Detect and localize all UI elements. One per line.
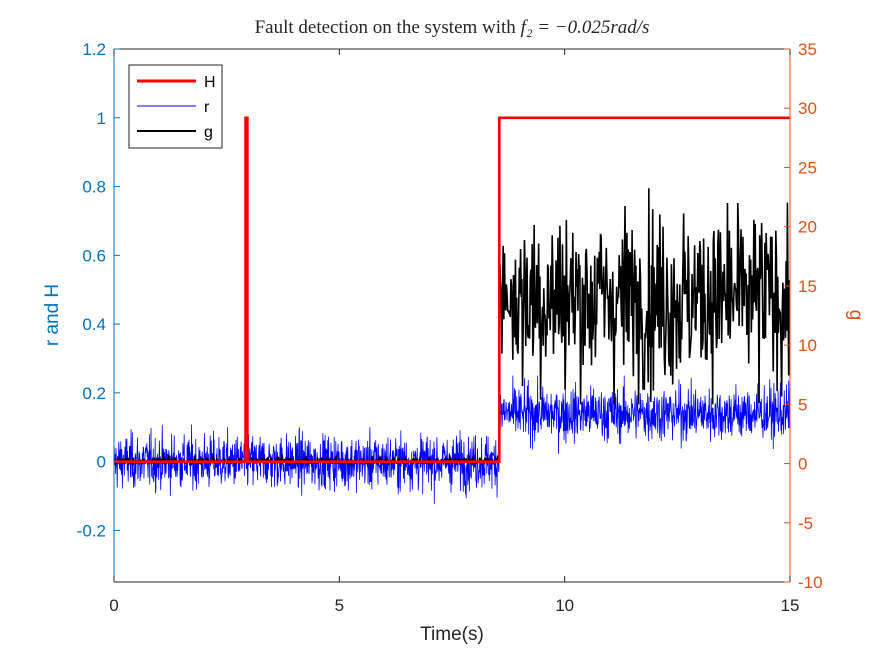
legend: H r g	[128, 64, 223, 149]
legend-label-g: g	[204, 124, 213, 141]
x-axis-label: Time(s)	[420, 624, 484, 645]
series-h-line	[114, 116, 790, 463]
chart-title-math: f₂ = −0.025rad/s	[521, 17, 650, 38]
series-r	[113, 375, 791, 505]
left-y-tick-label: 0.4	[82, 315, 106, 334]
right-y-tick-label: 15	[798, 277, 817, 296]
left-y-tick-label: 1	[97, 109, 106, 128]
right-y-tick-label: -10	[798, 573, 823, 592]
left-y-tick-label: 0.2	[82, 384, 106, 403]
left-axis-label: r and H	[42, 284, 63, 346]
legend-label-r: r	[204, 99, 210, 116]
x-tick-label: 5	[335, 596, 344, 615]
right-y-tick-label: 25	[798, 158, 817, 177]
left-y-tick-label: 1.2	[82, 40, 106, 59]
right-axis-label: g	[845, 310, 866, 321]
chart-title-text: Fault detection on the system with	[255, 17, 521, 38]
series-layer	[113, 116, 791, 505]
tick-layer: 0 5 10 15 -0.2 0 0.2 0.4 0.6 0.8 1 1.2 -10 -5 0 5 10 15 20…	[77, 40, 823, 615]
right-y-tick-label: 35	[798, 40, 817, 59]
left-y-tick-label: 0.6	[82, 246, 106, 265]
chart-title: Fault detection on the system with f₂ = …	[255, 17, 650, 38]
left-y-tick-label: 0	[97, 453, 106, 472]
right-y-tick-label: 20	[798, 218, 817, 237]
x-tick-label: 0	[109, 596, 118, 615]
right-y-tick-label: 0	[798, 455, 807, 474]
right-y-tick-label: -5	[798, 514, 813, 533]
right-y-tick-label: 5	[798, 395, 807, 414]
right-y-tick-label: 30	[798, 99, 817, 118]
right-y-tick-label: 10	[798, 336, 817, 355]
legend-label-h: H	[204, 74, 216, 91]
left-y-tick-label: 0.8	[82, 178, 106, 197]
series-r-line	[113, 375, 791, 505]
left-y-tick-label: -0.2	[77, 521, 106, 540]
x-tick-label: 15	[781, 596, 800, 615]
x-tick-label: 10	[555, 596, 574, 615]
